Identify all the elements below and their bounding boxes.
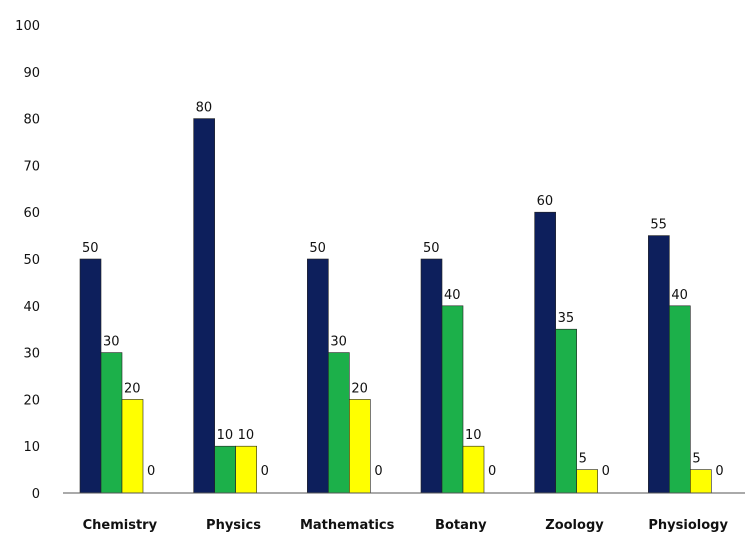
x-category-label-botany: Botany xyxy=(435,518,487,533)
data-label-mathematics-series-1: 50 xyxy=(309,241,326,256)
x-category-label-physiology: Physiology xyxy=(648,518,728,533)
bar-physics-series-2 xyxy=(214,445,236,494)
data-label-botany-series-1: 50 xyxy=(423,241,440,256)
bar-chemistry-series-3 xyxy=(121,399,144,494)
y-tick-label-30: 30 xyxy=(23,347,40,362)
bar-series xyxy=(79,118,712,494)
data-label-physiology-series-1: 55 xyxy=(650,218,667,233)
data-label-chemistry-series-1: 50 xyxy=(82,241,99,256)
data-label-zoology-series-1: 60 xyxy=(537,194,554,209)
y-axis-ticks: 0 10 20 30 40 50 60 70 80 90 100 xyxy=(15,19,40,502)
data-label-physics-series-2: 10 xyxy=(217,428,234,443)
y-tick-label-20: 20 xyxy=(23,393,40,408)
y-tick-label-100: 100 xyxy=(15,19,40,34)
bar-mathematics-series-2 xyxy=(328,352,350,494)
y-tick-label-50: 50 xyxy=(23,253,40,268)
data-label-mathematics-series-2: 30 xyxy=(330,335,347,350)
y-tick-label-80: 80 xyxy=(23,113,40,128)
bar-physiology-series-1 xyxy=(648,235,670,494)
data-label-physics-series-4: 0 xyxy=(261,464,269,479)
data-label-botany-series-2: 40 xyxy=(444,288,461,303)
bar-zoology-series-1 xyxy=(534,211,556,494)
bar-chemistry-series-2 xyxy=(100,352,123,494)
data-label-zoology-series-3: 5 xyxy=(579,452,587,467)
x-category-label-chemistry: Chemistry xyxy=(83,518,158,533)
data-label-chemistry-series-2: 30 xyxy=(103,335,120,350)
y-tick-label-60: 60 xyxy=(23,206,40,221)
y-tick-label-70: 70 xyxy=(23,159,40,174)
y-tick-label-40: 40 xyxy=(23,300,40,315)
data-label-mathematics-series-4: 0 xyxy=(374,464,382,479)
data-label-botany-series-4: 0 xyxy=(488,464,496,479)
bar-physics-series-1 xyxy=(193,118,215,494)
bar-botany-series-3 xyxy=(462,445,485,494)
data-label-botany-series-3: 10 xyxy=(465,428,482,443)
data-label-physiology-series-3: 5 xyxy=(692,452,700,467)
data-label-zoology-series-4: 0 xyxy=(602,464,610,479)
data-label-chemistry-series-4: 0 xyxy=(147,464,155,479)
y-tick-label-0: 0 xyxy=(32,487,40,502)
data-label-physiology-series-4: 0 xyxy=(715,464,723,479)
bar-chemistry-series-1 xyxy=(79,258,102,494)
x-category-label-mathematics: Mathematics xyxy=(300,518,395,533)
bar-zoology-series-2 xyxy=(555,328,577,494)
data-label-physics-series-3: 10 xyxy=(238,428,255,443)
bar-zoology-series-3 xyxy=(576,469,598,494)
data-label-chemistry-series-3: 20 xyxy=(124,381,141,396)
y-tick-label-10: 10 xyxy=(23,440,40,455)
data-label-physiology-series-2: 40 xyxy=(671,288,688,303)
y-tick-label-90: 90 xyxy=(23,66,40,81)
x-category-label-zoology: Zoology xyxy=(545,518,604,533)
bar-physics-series-3 xyxy=(235,445,257,494)
bar-mathematics-series-3 xyxy=(349,399,371,494)
bar-botany-series-2 xyxy=(441,305,464,494)
bar-physiology-series-3 xyxy=(690,469,712,494)
data-label-zoology-series-2: 35 xyxy=(558,311,575,326)
bar-physiology-series-2 xyxy=(669,305,691,494)
data-label-physics-series-1: 80 xyxy=(196,101,213,116)
bar-mathematics-series-1 xyxy=(307,258,329,494)
bar-botany-series-1 xyxy=(420,258,443,494)
x-category-label-physics: Physics xyxy=(206,518,261,533)
x-axis-category-labels: Chemistry Physics Mathematics Botany Zoology… xyxy=(83,518,729,533)
data-label-mathematics-series-3: 20 xyxy=(351,381,368,396)
